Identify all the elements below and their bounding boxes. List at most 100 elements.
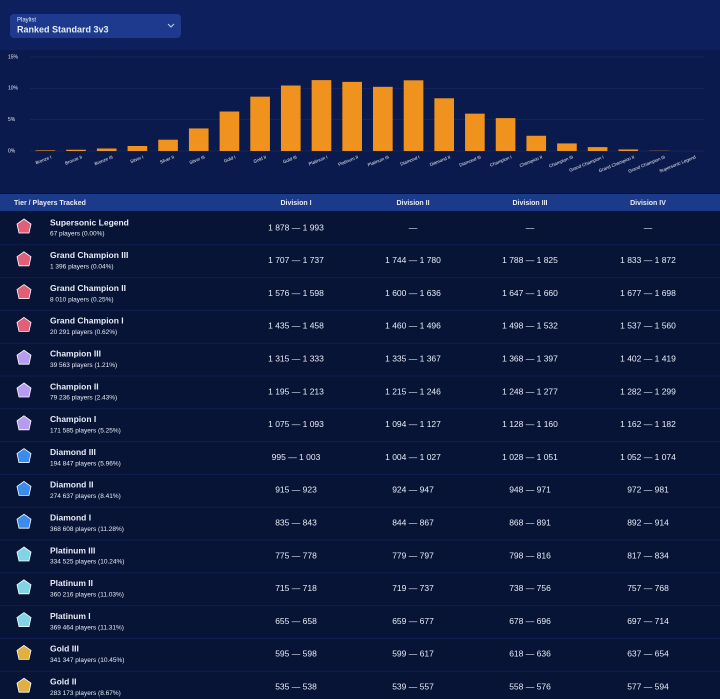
mmr-range: 618 — 636 [509, 649, 551, 659]
mmr-range: 1 878 — 1 993 [268, 222, 324, 232]
x-tick-label: Bronze II [64, 154, 83, 165]
rank-icon [16, 546, 32, 562]
x-tick-label: Silver III [189, 154, 206, 165]
rank-icon [16, 284, 32, 299]
mmr-range: 1 600 — 1 636 [385, 288, 441, 298]
mmr-range: 1 833 — 1 872 [620, 255, 676, 265]
tier-name: Grand Champion III [50, 250, 128, 260]
playlist-value: Ranked Standard 3v3 [17, 24, 109, 34]
table: Tier / Players Tracked Division I Division… [0, 200, 720, 697]
bar [35, 150, 56, 151]
bar [434, 98, 455, 151]
x-tick-label: Gold III [282, 154, 297, 164]
bar [219, 111, 240, 151]
bar [403, 80, 424, 151]
mmr-range: 995 — 1 003 [272, 452, 321, 462]
mmr-range: 1 788 — 1 825 [502, 255, 558, 265]
x-tick-label: Bronze I [35, 154, 52, 165]
x-tick-label: Silver I [130, 154, 145, 164]
mmr-range: 1 537 — 1 560 [620, 321, 676, 331]
dropdown-arrow [167, 23, 175, 28]
mmr-range: 637 — 654 [627, 649, 669, 659]
tier-name: Grand Champion II [50, 283, 126, 293]
mmr-range: — [644, 222, 653, 232]
tier-name: Platinum II [50, 578, 93, 588]
bar [250, 96, 270, 151]
mmr-range: 558 — 576 [509, 681, 551, 691]
tier-players: 39 563 players (1.21%) [50, 362, 117, 369]
tier-players: 194 847 players (5.96%) [50, 460, 121, 467]
tier-players: 79 236 players (2.43%) [50, 395, 117, 402]
mmr-range: 1 215 — 1 246 [385, 386, 441, 396]
bar [495, 118, 516, 151]
y-tick-label: 0% [8, 148, 16, 154]
mmr-range: 1 677 — 1 698 [620, 288, 676, 298]
mmr-range: 1 282 — 1 299 [620, 386, 676, 396]
playlist-dropdown[interactable] [10, 14, 181, 38]
mmr-range: 775 — 778 [275, 550, 317, 560]
chart: 0% 5% 10% 15% Bronze I Bronze II Bronze III Sil… [8, 54, 705, 174]
table-header [0, 194, 720, 211]
rank-icon [16, 579, 32, 595]
rank-icon [16, 218, 32, 234]
mmr-range: 719 — 737 [392, 583, 434, 593]
x-tick-label: Gold II [253, 154, 267, 164]
bar [557, 143, 577, 151]
mmr-range: 697 — 714 [627, 616, 669, 626]
rank-icon [16, 349, 32, 365]
mmr-range: 1 498 — 1 532 [502, 321, 558, 331]
mmr-range: 1 162 — 1 182 [620, 419, 676, 429]
bar [311, 80, 332, 151]
tier-players: 171 585 players (5.25%) [50, 428, 121, 435]
tier-players: 20 291 players (0.62%) [50, 329, 117, 336]
tier-players: 8 010 players (0.25%) [50, 296, 114, 303]
mmr-range: 535 — 538 [275, 681, 317, 691]
bar [158, 139, 178, 151]
mmr-range: 1 195 — 1 213 [268, 386, 324, 396]
mmr-range: 892 — 914 [627, 517, 669, 527]
bar [280, 85, 301, 151]
mmr-range: 948 — 971 [509, 485, 551, 495]
rank-icon [16, 480, 32, 496]
tier-players: 341 347 players (10.45%) [50, 657, 124, 664]
mmr-range: — [526, 222, 535, 232]
tier-name: Gold III [50, 644, 79, 654]
mmr-range: 915 — 923 [275, 485, 317, 495]
rank-icon [16, 677, 32, 693]
bar [618, 149, 639, 151]
x-tick-label: Silver II [159, 154, 175, 164]
mmr-range: 1 248 — 1 277 [502, 386, 558, 396]
mmr-range: 1 075 — 1 093 [268, 419, 324, 429]
mmr-range: 1 744 — 1 780 [385, 255, 441, 265]
tier-players: 368 608 players (11.28%) [50, 526, 124, 533]
tier-players: 334 525 players (10.24%) [50, 559, 124, 566]
rank-icon [16, 612, 32, 627]
tier-name: Champion II [50, 381, 99, 391]
tier-players: 283 173 players (8.67%) [50, 690, 121, 697]
mmr-range: 1 315 — 1 333 [268, 353, 324, 363]
mmr-range: — [409, 222, 418, 232]
bar [526, 135, 547, 151]
mmr-range: 924 — 947 [392, 485, 434, 495]
mmr-range: 1 647 — 1 660 [502, 288, 558, 298]
mmr-range: 1 435 — 1 458 [268, 321, 324, 331]
tier-players: 369 464 players (11.31%) [50, 624, 124, 631]
mmr-range: 659 — 677 [392, 616, 434, 626]
bar [342, 81, 362, 151]
tier-name: Platinum III [50, 545, 95, 555]
column-header: Division I [280, 200, 311, 207]
mmr-range: 817 — 834 [627, 550, 669, 560]
tier-name: Diamond I [50, 512, 91, 522]
bar [587, 147, 608, 151]
rank-icon [16, 251, 32, 267]
mmr-range: 1 460 — 1 496 [385, 321, 441, 331]
tier-name: Supersonic Legend [50, 217, 129, 227]
tier-name: Champion I [50, 414, 96, 424]
rank-icon [16, 415, 32, 431]
tier-name: Champion III [50, 348, 101, 358]
bar [465, 113, 485, 151]
column-header: Division II [396, 200, 429, 207]
mmr-range: 798 — 816 [509, 550, 551, 560]
rank-icon [16, 382, 32, 398]
